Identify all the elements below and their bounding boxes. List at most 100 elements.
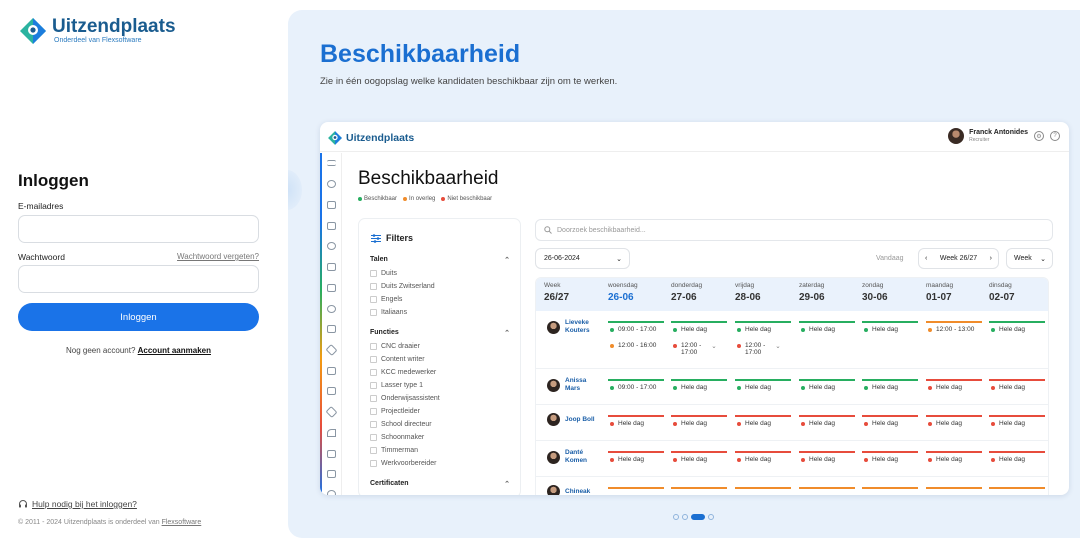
view-select[interactable]: Week ⌄ bbox=[1006, 248, 1053, 269]
availability-cell[interactable]: Hele dag bbox=[735, 415, 791, 427]
chevron-right-icon[interactable]: › bbox=[989, 255, 992, 262]
checkbox[interactable] bbox=[370, 343, 377, 350]
availability-cell[interactable] bbox=[671, 487, 727, 492]
filter-option[interactable]: Onderwijsassistent bbox=[370, 395, 440, 402]
availability-cell[interactable]: Hele dag bbox=[926, 451, 982, 463]
filter-section-certificaten[interactable]: Certificaten ⌃ bbox=[370, 480, 510, 488]
filter-option[interactable]: Lasser type 1 bbox=[370, 382, 423, 389]
availability-cell[interactable]: Hele dag bbox=[608, 415, 664, 427]
availability-cell[interactable]: Hele dag bbox=[735, 379, 791, 391]
email-field[interactable] bbox=[18, 215, 259, 243]
availability-cell[interactable]: Hele dag bbox=[926, 379, 982, 391]
day-column-header[interactable]: maandag 01-07 bbox=[926, 282, 986, 303]
availability-cell[interactable]: Hele dag bbox=[799, 321, 855, 333]
checkbox[interactable] bbox=[370, 395, 377, 402]
availability-cell[interactable]: Hele dag bbox=[862, 415, 918, 427]
availability-cell[interactable]: 09:00 - 17:00 bbox=[608, 379, 664, 391]
filter-option[interactable]: Werkvoorbereider bbox=[370, 460, 437, 467]
candidate[interactable]: Danté Komen bbox=[547, 449, 587, 465]
availability-cell[interactable] bbox=[862, 487, 918, 492]
today-button[interactable]: Vandaag bbox=[876, 255, 904, 262]
create-account-link[interactable]: Account aanmaken bbox=[137, 346, 211, 355]
carousel-dot[interactable] bbox=[673, 514, 679, 520]
day-column-header[interactable]: vrijdag 28-06 bbox=[735, 282, 795, 303]
filter-option[interactable]: Duits Zwitserland bbox=[370, 283, 435, 290]
availability-cell[interactable]: Hele dag bbox=[671, 321, 727, 333]
day-column-header[interactable]: zondag 30-06 bbox=[862, 282, 922, 303]
availability-cell[interactable]: 09:00 - 17:00 bbox=[608, 321, 664, 333]
checkbox[interactable] bbox=[370, 369, 377, 376]
checkbox[interactable] bbox=[370, 408, 377, 415]
availability-cell[interactable] bbox=[799, 487, 855, 492]
availability-cell[interactable]: Hele dag bbox=[799, 451, 855, 463]
availability-cell[interactable]: Hele dag bbox=[671, 379, 727, 391]
checkbox[interactable] bbox=[370, 447, 377, 454]
carousel-dot[interactable] bbox=[708, 514, 714, 520]
chevron-down-icon[interactable]: ⌄ bbox=[775, 343, 781, 350]
checkbox[interactable] bbox=[370, 434, 377, 441]
availability-cell[interactable] bbox=[926, 487, 982, 492]
availability-subslot[interactable]: 12:00 -17:00 ⌄ bbox=[735, 342, 781, 356]
filter-section-talen[interactable]: Talen ⌃ bbox=[370, 256, 510, 264]
checkbox[interactable] bbox=[370, 382, 377, 389]
candidate[interactable]: Joop Boll bbox=[547, 413, 595, 426]
candidate[interactable]: Lieveke Kouters bbox=[547, 319, 590, 335]
chevron-down-icon[interactable]: ⌄ bbox=[711, 343, 717, 350]
checkbox[interactable] bbox=[370, 421, 377, 428]
chevron-left-icon[interactable]: ‹ bbox=[925, 255, 928, 262]
checkbox[interactable] bbox=[370, 283, 377, 290]
checkbox[interactable] bbox=[370, 309, 377, 316]
filter-option[interactable]: Italiaans bbox=[370, 309, 407, 316]
availability-cell[interactable]: Hele dag bbox=[989, 451, 1045, 463]
availability-cell[interactable]: Hele dag bbox=[926, 415, 982, 427]
availability-cell[interactable]: Hele dag bbox=[862, 451, 918, 463]
filter-option[interactable]: Duits bbox=[370, 270, 397, 277]
availability-cell[interactable]: 12:00 - 13:00 bbox=[926, 321, 982, 333]
candidate[interactable]: Anissa Mars bbox=[547, 377, 586, 393]
availability-cell[interactable]: Hele dag bbox=[735, 451, 791, 463]
availability-cell[interactable]: Hele dag bbox=[862, 379, 918, 391]
availability-cell[interactable]: Hele dag bbox=[862, 321, 918, 333]
availability-cell[interactable]: Hele dag bbox=[989, 379, 1045, 391]
checkbox[interactable] bbox=[370, 296, 377, 303]
availability-cell[interactable]: Hele dag bbox=[671, 415, 727, 427]
availability-search-input[interactable]: Doorzoek beschikbaarheid... bbox=[535, 219, 1053, 241]
availability-subslot[interactable]: 12:00 -17:00 ⌄ bbox=[671, 342, 717, 356]
candidate[interactable]: Chineak bbox=[547, 485, 590, 495]
flexsoftware-link[interactable]: Flexsoftware bbox=[161, 519, 202, 526]
filter-option[interactable]: Timmerman bbox=[370, 447, 418, 454]
availability-cell[interactable]: Hele dag bbox=[989, 415, 1045, 427]
day-column-header[interactable]: woensdag 26-06 bbox=[608, 282, 668, 303]
filter-option[interactable]: Engels bbox=[370, 296, 402, 303]
filter-option[interactable]: Schoonmaker bbox=[370, 434, 424, 441]
filter-option[interactable]: KCC medewerker bbox=[370, 369, 436, 376]
login-button[interactable]: Inloggen bbox=[18, 303, 259, 331]
help-link[interactable]: Hulp nodig bij het inloggen? bbox=[18, 499, 137, 509]
availability-cell[interactable] bbox=[608, 487, 664, 492]
date-picker[interactable]: 26-06-2024 ⌄ bbox=[535, 248, 630, 269]
availability-subslot[interactable]: 12:00 - 16:00 bbox=[608, 342, 656, 349]
availability-cell[interactable] bbox=[989, 487, 1045, 492]
availability-cell[interactable]: Hele dag bbox=[799, 379, 855, 391]
availability-cell[interactable]: Hele dag bbox=[799, 415, 855, 427]
filter-option[interactable]: School directeur bbox=[370, 421, 432, 428]
forgot-password-link[interactable]: Wachtwoord vergeten? bbox=[177, 252, 259, 261]
day-column-header[interactable]: zaterdag 29-06 bbox=[799, 282, 859, 303]
filter-option[interactable]: Content writer bbox=[370, 356, 425, 363]
filter-section-functies[interactable]: Functies ⌃ bbox=[370, 329, 510, 337]
filter-option[interactable]: CNC draaier bbox=[370, 343, 420, 350]
day-column-header[interactable]: donderdag 27-06 bbox=[671, 282, 731, 303]
password-field[interactable] bbox=[18, 265, 259, 293]
availability-cell[interactable] bbox=[735, 487, 791, 492]
checkbox[interactable] bbox=[370, 460, 377, 467]
carousel-dot[interactable] bbox=[682, 514, 688, 520]
availability-cell[interactable]: Hele dag bbox=[671, 451, 727, 463]
checkbox[interactable] bbox=[370, 270, 377, 277]
availability-cell[interactable]: Hele dag bbox=[608, 451, 664, 463]
day-column-header[interactable]: dinsdag 02-07 bbox=[989, 282, 1048, 303]
checkbox[interactable] bbox=[370, 356, 377, 363]
availability-cell[interactable]: Hele dag bbox=[989, 321, 1045, 333]
availability-cell[interactable]: Hele dag bbox=[735, 321, 791, 333]
filter-option[interactable]: Projectleider bbox=[370, 408, 420, 415]
carousel-dot-active[interactable] bbox=[691, 514, 705, 520]
